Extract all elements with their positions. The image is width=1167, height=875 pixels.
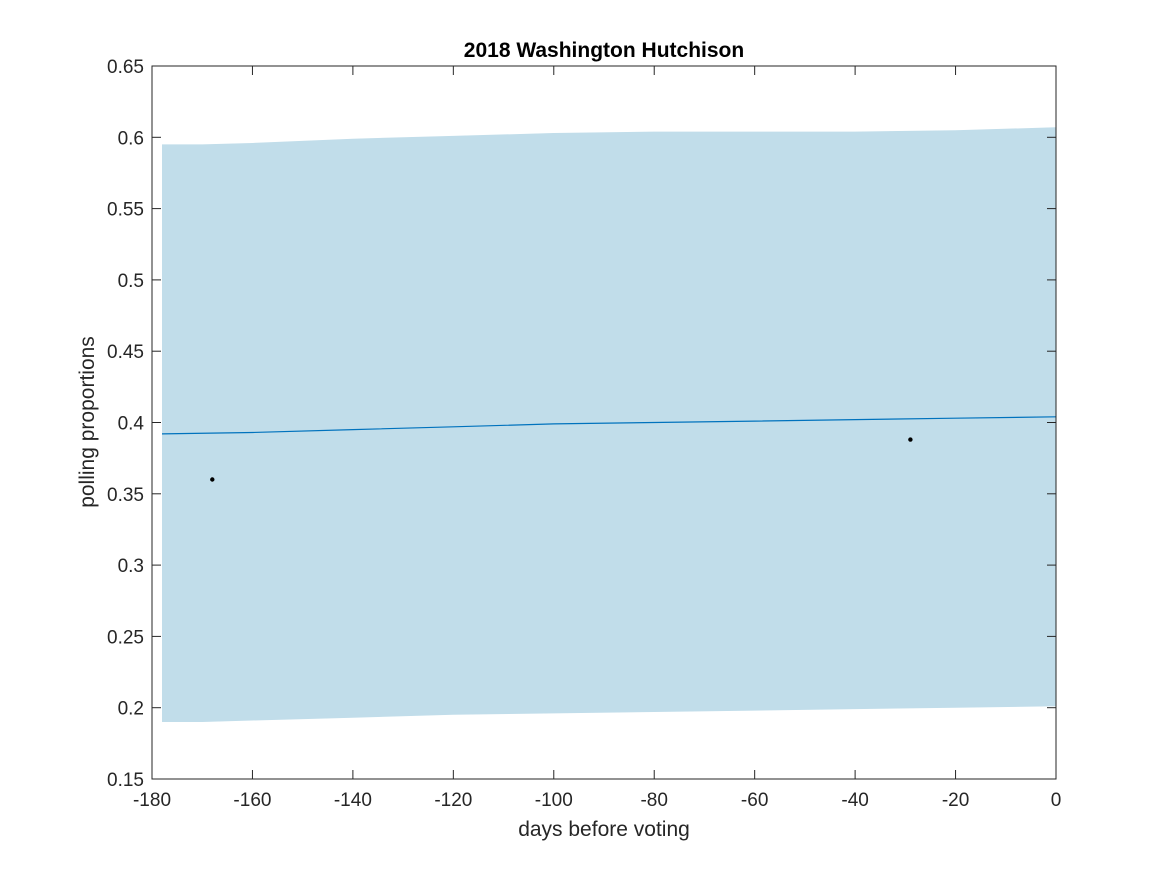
trend-line (161, 416, 1057, 435)
y-tick-label: 0.55 (107, 200, 144, 221)
y-tick-label: 0.2 (118, 699, 144, 720)
poll-points-layer (210, 437, 913, 482)
x-tick-label: 0 (1051, 790, 1062, 811)
y-tick-label: 0.45 (107, 342, 144, 363)
x-tick-label: -100 (535, 790, 573, 811)
x-tick-label: -80 (640, 790, 667, 811)
x-tick-label: -140 (334, 790, 372, 811)
x-tick-label: -40 (841, 790, 868, 811)
x-tick-label: -20 (942, 790, 969, 811)
y-tick-label: 0.4 (118, 414, 145, 435)
x-axis-label: days before voting (518, 818, 690, 841)
y-tick-label: 0.5 (118, 271, 144, 292)
trend-line-layer (161, 416, 1057, 435)
y-tick-label: 0.35 (107, 485, 144, 506)
y-tick-label: 0.3 (118, 556, 144, 577)
poll-point (908, 437, 913, 442)
poll-point (210, 477, 215, 482)
chart-title: 2018 Washington Hutchison (464, 39, 744, 62)
x-tick-label: -120 (434, 790, 472, 811)
y-tick-label: 0.15 (107, 770, 144, 791)
confidence-band (162, 127, 1056, 723)
x-tick-label: -180 (133, 790, 171, 811)
x-tick-label: -60 (741, 790, 768, 811)
y-tick-labels: 0.15 0.2 0.25 0.3 0.35 0.4 0.45 0.5 0.55 0.6 0.65 (107, 57, 144, 791)
x-tick-labels: -180 -160 -140 -120 -100 -80 -60 -40 -20 0 (133, 790, 1061, 811)
y-tick-label: 0.6 (118, 128, 144, 149)
tick-marks-layer (151, 65, 1057, 780)
confidence-band-layer (162, 127, 1056, 723)
x-tick-label: -160 (233, 790, 271, 811)
y-axis-label: polling proportions (76, 336, 99, 508)
y-tick-label: 0.25 (107, 627, 144, 648)
y-tick-label: 0.65 (107, 57, 144, 78)
